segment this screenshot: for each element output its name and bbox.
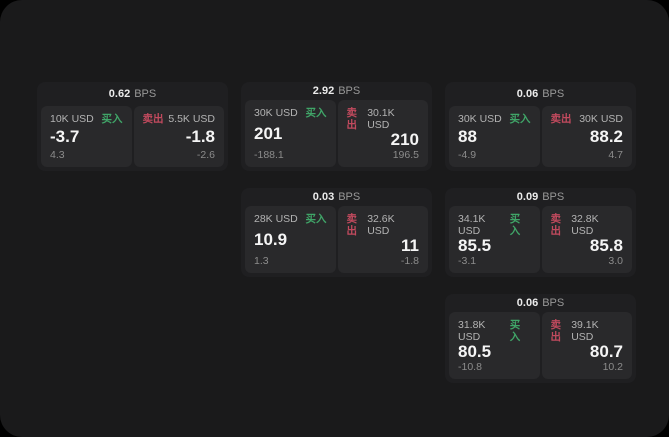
bps-suffix: BPS [134, 88, 157, 100]
sell-amount-label: 32.6K USD [367, 213, 395, 237]
buy-amount-label: 30K USD [254, 107, 298, 119]
sell-panel[interactable]: 卖出 32.8K USD 85.8 3.0 [541, 206, 632, 273]
buy-tag: 买入 [305, 213, 327, 225]
buy-amount-label: 30K USD [458, 113, 502, 125]
sell-amount-label: 5.5K USD [168, 113, 215, 125]
quote-card: 2.92 BPS 30K USD 买入 201 -188.1 卖出 [241, 82, 432, 171]
sell-quote-delta: 4.7 [608, 149, 623, 161]
quote-card: 0.62 BPS 10K USD 买入 -3.7 4.3 卖出 [37, 82, 228, 171]
bps-value: 0.06 [516, 297, 539, 309]
sell-quote-delta: 3.0 [608, 255, 623, 267]
bps-value: 2.92 [312, 85, 335, 97]
sell-panel[interactable]: 卖出 39.1K USD 80.7 10.2 [541, 312, 632, 379]
quote-panels: 28K USD 买入 10.9 1.3 卖出 32.6K USD 11 -1.8 [245, 206, 428, 273]
buy-quote-value: 88 [458, 127, 477, 146]
sell-quote-value: 210 [390, 130, 419, 149]
bps-suffix: BPS [338, 191, 361, 203]
sell-amount-label: 39.1K USD [571, 319, 599, 343]
sell-amount-label: 30K USD [579, 113, 623, 125]
bps-suffix: BPS [542, 88, 565, 100]
buy-panel[interactable]: 30K USD 买入 88 -4.9 [449, 106, 540, 167]
buy-quote-delta: -10.8 [458, 361, 482, 373]
quote-card: 0.06 BPS 30K USD 买入 88 -4.9 卖出 [445, 82, 636, 171]
sell-tag: 卖出 [550, 113, 572, 125]
sell-panel[interactable]: 卖出 30.1K USD 210 196.5 [337, 100, 428, 167]
card-header: 0.06 BPS [449, 294, 632, 312]
quote-card: 0.03 BPS 28K USD 买入 10.9 1.3 卖出 [241, 188, 432, 277]
buy-quote-delta: -3.1 [458, 255, 477, 267]
buy-panel[interactable]: 28K USD 买入 10.9 1.3 [245, 206, 336, 273]
sell-quote-value: 88.2 [589, 127, 623, 146]
card-header: 0.06 BPS [449, 82, 632, 106]
sell-quote-value: -1.8 [185, 127, 215, 146]
quote-panels: 30K USD 买入 201 -188.1 卖出 30.1K USD 210 1… [245, 100, 428, 167]
bps-suffix: BPS [542, 191, 565, 203]
buy-tag: 买入 [509, 213, 521, 237]
buy-quote-delta: 1.3 [254, 255, 269, 267]
sell-quote-value: 85.8 [589, 236, 623, 255]
quote-panels: 10K USD 买入 -3.7 4.3 卖出 5.5K USD -1.8 -2.… [41, 106, 224, 167]
card-header: 0.62 BPS [41, 82, 224, 106]
quote-panels: 30K USD 买入 88 -4.9 卖出 30K USD 88.2 4.7 [449, 106, 632, 167]
bps-value: 0.09 [516, 191, 539, 203]
buy-quote-value: 85.5 [458, 236, 492, 255]
bps-suffix: BPS [338, 85, 361, 97]
bps-value: 0.06 [516, 88, 539, 100]
sell-quote-delta: 10.2 [602, 361, 623, 373]
sell-tag: 卖出 [550, 213, 562, 237]
buy-amount-label: 10K USD [50, 113, 94, 125]
quote-card: 0.06 BPS 31.8K USD 买入 80.5 -10.8 卖 [445, 294, 636, 383]
sell-tag: 卖出 [142, 113, 164, 125]
buy-quote-value: 201 [254, 124, 283, 143]
quote-card: 0.09 BPS 34.1K USD 买入 85.5 -3.1 卖出 [445, 188, 636, 277]
bps-value: 0.03 [312, 191, 335, 203]
quote-card-grid: 0.62 BPS 10K USD 买入 -3.7 4.3 卖出 [37, 82, 636, 383]
buy-tag: 买入 [509, 319, 521, 343]
buy-tag: 买入 [509, 113, 531, 125]
buy-panel[interactable]: 10K USD 买入 -3.7 4.3 [41, 106, 132, 167]
buy-tag: 买入 [101, 113, 123, 125]
buy-quote-value: 10.9 [254, 230, 288, 249]
sell-amount-label: 32.8K USD [571, 213, 599, 237]
sell-panel[interactable]: 卖出 30K USD 88.2 4.7 [541, 106, 632, 167]
sell-quote-value: 80.7 [589, 342, 623, 361]
buy-quote-delta: -188.1 [254, 149, 284, 161]
buy-panel[interactable]: 31.8K USD 买入 80.5 -10.8 [449, 312, 540, 379]
bps-value: 0.62 [108, 88, 131, 100]
buy-quote-delta: -4.9 [458, 149, 477, 161]
sell-amount-label: 30.1K USD [367, 107, 395, 131]
buy-quote-value: -3.7 [50, 127, 80, 146]
quote-panels: 34.1K USD 买入 85.5 -3.1 卖出 32.8K USD 85.8… [449, 206, 632, 273]
sell-quote-delta: -1.8 [400, 255, 419, 267]
buy-quote-value: 80.5 [458, 342, 492, 361]
buy-amount-label: 28K USD [254, 213, 298, 225]
sell-tag: 卖出 [550, 319, 562, 343]
sell-quote-delta: -2.6 [196, 149, 215, 161]
card-header: 0.09 BPS [449, 188, 632, 206]
card-header: 0.03 BPS [245, 188, 428, 206]
quote-panels: 31.8K USD 买入 80.5 -10.8 卖出 39.1K USD 80.… [449, 312, 632, 379]
card-header: 2.92 BPS [245, 82, 428, 100]
sell-panel[interactable]: 卖出 32.6K USD 11 -1.8 [337, 206, 428, 273]
sell-quote-value: 11 [401, 236, 419, 255]
sell-panel[interactable]: 卖出 5.5K USD -1.8 -2.6 [133, 106, 224, 167]
sell-tag: 卖出 [346, 213, 358, 237]
buy-amount-label: 34.1K USD [458, 213, 486, 237]
buy-tag: 买入 [305, 107, 327, 119]
sell-quote-delta: 196.5 [392, 149, 419, 161]
buy-panel[interactable]: 30K USD 买入 201 -188.1 [245, 100, 336, 167]
sell-tag: 卖出 [346, 107, 358, 131]
buy-amount-label: 31.8K USD [458, 319, 486, 343]
buy-quote-delta: 4.3 [50, 149, 65, 161]
bps-suffix: BPS [542, 297, 565, 309]
buy-panel[interactable]: 34.1K USD 买入 85.5 -3.1 [449, 206, 540, 273]
